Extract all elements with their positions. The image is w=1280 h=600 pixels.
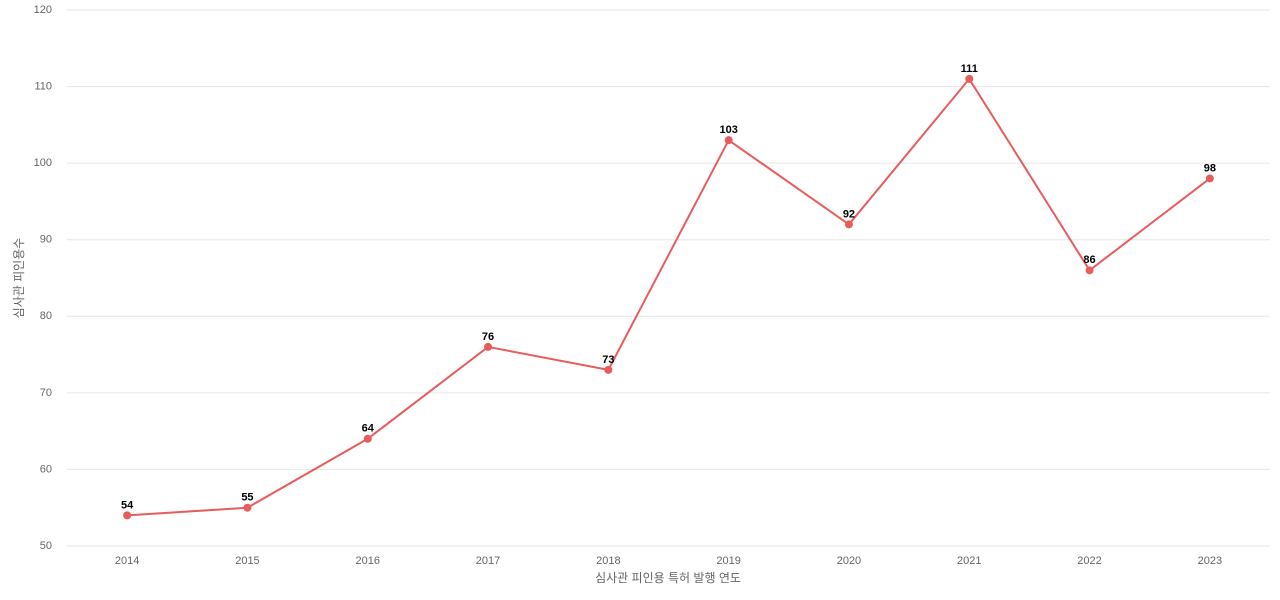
y-tick-label: 100 — [34, 157, 52, 169]
data-point — [965, 74, 974, 83]
x-tick-label: 2021 — [957, 555, 981, 567]
data-point — [1085, 266, 1094, 275]
x-tick-label: 2015 — [235, 555, 259, 567]
data-line — [127, 77, 1211, 517]
data-point — [604, 365, 613, 374]
x-tick-label: 2018 — [596, 555, 620, 567]
x-tick-label: 2020 — [837, 555, 861, 567]
data-label: 76 — [482, 331, 494, 343]
data-label: 55 — [241, 492, 253, 504]
data-point — [844, 220, 853, 229]
data-label: 111 — [961, 63, 978, 75]
x-tick-label: 2016 — [356, 555, 380, 567]
y-axis-title: 심사관 피인용수 — [12, 238, 26, 319]
data-point — [123, 511, 132, 520]
data-label: 73 — [602, 354, 614, 366]
data-point — [243, 503, 252, 512]
x-tick-label: 2023 — [1198, 555, 1222, 567]
data-label: 86 — [1083, 254, 1095, 266]
data-label: 54 — [121, 499, 134, 511]
y-tick-label: 80 — [40, 310, 52, 322]
data-label: 92 — [843, 208, 855, 220]
y-tick-label: 50 — [40, 540, 52, 552]
x-tick-label: 2017 — [476, 555, 500, 567]
x-axis-title: 심사관 피인용 특허 발행 연도 — [595, 570, 741, 585]
y-tick-label: 110 — [34, 80, 52, 92]
data-point — [724, 136, 733, 145]
data-label: 103 — [719, 124, 737, 136]
x-tick-label: 2014 — [115, 555, 139, 567]
data-point — [363, 434, 372, 443]
data-point — [1205, 174, 1214, 183]
x-tick-label: 2019 — [716, 555, 740, 567]
x-tick-label: 2022 — [1077, 555, 1101, 567]
y-tick-label: 60 — [40, 463, 52, 475]
data-label: 98 — [1204, 162, 1216, 174]
y-tick-label: 120 — [34, 4, 52, 16]
y-tick-label: 70 — [40, 387, 52, 399]
data-point — [484, 342, 493, 351]
data-label: 64 — [362, 423, 375, 435]
y-tick-label: 90 — [40, 234, 52, 246]
